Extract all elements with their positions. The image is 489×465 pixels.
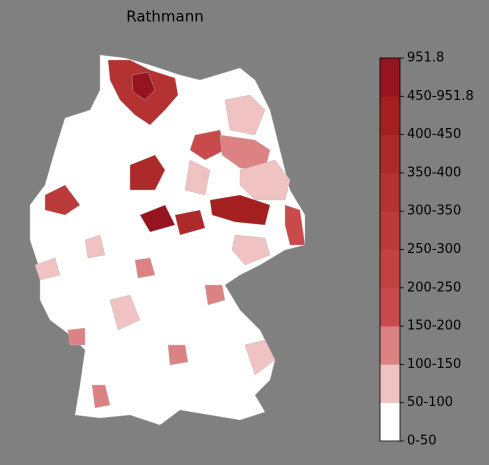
- colorbar-tick-label: 951.8: [407, 51, 444, 66]
- colorbar: 0-50 50-100 100-150 150-200 200-250 250-300 30…: [379, 51, 474, 449]
- region: [44, 184, 81, 216]
- region: [34, 257, 61, 281]
- region: [67, 327, 86, 346]
- region: [224, 94, 266, 136]
- colorbar-segment: [380, 58, 400, 97]
- colorbar-segment: [380, 326, 400, 365]
- region: [84, 234, 106, 259]
- region: [129, 154, 166, 191]
- colorbar-tick-label: 50-100: [407, 395, 453, 410]
- colorbar-segment: [380, 364, 400, 403]
- colorbar-segment: [380, 211, 400, 250]
- region: [184, 159, 211, 196]
- region: [189, 129, 226, 161]
- colorbar-segment: [380, 249, 400, 289]
- region: [239, 159, 291, 201]
- colorbar-tick-label: 100-150: [407, 357, 461, 372]
- colorbar-tick-label: 350-400: [407, 165, 461, 180]
- colorbar-segment: [380, 96, 400, 135]
- region: [231, 234, 271, 266]
- region: [139, 204, 176, 233]
- colorbar-tick-label: 250-300: [407, 242, 461, 257]
- colorbar-segment: [380, 172, 400, 212]
- germany-map: [29, 54, 306, 426]
- region: [167, 344, 189, 366]
- colorbar-tick-label: 150-200: [407, 319, 461, 334]
- colorbar-segment: [380, 287, 400, 327]
- region: [134, 257, 156, 279]
- region: [204, 284, 226, 306]
- region: [209, 194, 271, 226]
- region: [131, 71, 156, 101]
- region: [284, 204, 306, 246]
- colorbar-tick-label: 300-350: [407, 204, 461, 219]
- region: [174, 209, 206, 236]
- colorbar-segment: [380, 402, 400, 442]
- region: [244, 339, 276, 376]
- region: [91, 384, 111, 409]
- colorbar-tick-label: 0-50: [407, 434, 437, 449]
- region: [109, 294, 141, 331]
- colorbar-tick-label: 400-450: [407, 127, 461, 142]
- colorbar-tick-label: 450-951.8: [407, 89, 474, 104]
- map-title: Rathmann: [126, 8, 204, 26]
- colorbar-segment: [380, 134, 400, 174]
- colorbar-tick-label: 200-250: [407, 280, 461, 295]
